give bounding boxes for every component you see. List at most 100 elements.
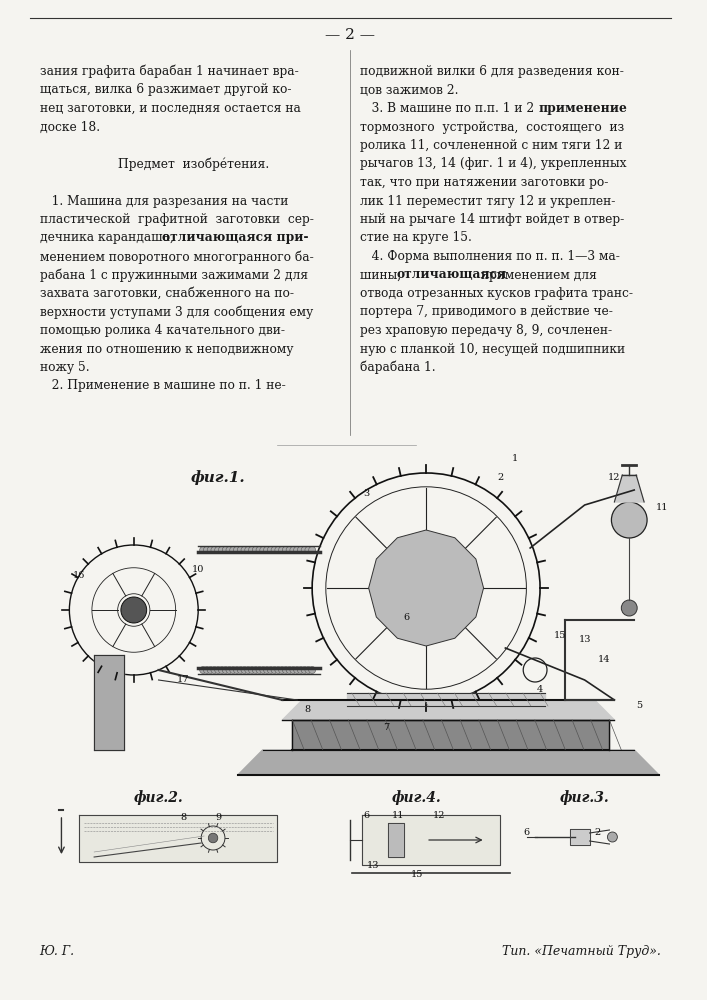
Text: Тип. «Печатный Труд».: Тип. «Печатный Труд». [502, 945, 661, 958]
Polygon shape [570, 829, 590, 845]
Circle shape [207, 546, 214, 554]
Circle shape [207, 666, 214, 674]
Text: портера 7, приводимого в действие че-: портера 7, приводимого в действие че- [360, 306, 612, 318]
Text: отвода отрезанных кусков графита транс-: отвода отрезанных кусков графита транс- [360, 287, 633, 300]
Circle shape [211, 546, 218, 554]
Circle shape [411, 634, 416, 639]
Circle shape [459, 621, 464, 626]
Text: 6: 6 [363, 811, 370, 820]
Text: пластической  графитной  заготовки  сер-: пластической графитной заготовки сер- [40, 213, 313, 226]
Text: 3: 3 [363, 488, 370, 497]
Circle shape [233, 546, 240, 554]
Circle shape [218, 546, 226, 554]
Text: цов зажимов 2.: цов зажимов 2. [360, 84, 458, 97]
Text: нец заготовки, и последняя остается на: нец заготовки, и последняя остается на [40, 102, 300, 115]
Circle shape [230, 666, 237, 674]
Text: 7: 7 [383, 722, 390, 732]
Circle shape [238, 666, 244, 674]
Text: 2. Применение в машине по п. 1 не-: 2. Применение в машине по п. 1 не- [40, 379, 286, 392]
Text: отличающаяся: отличающаяся [397, 268, 507, 282]
Circle shape [252, 546, 259, 554]
Text: подвижной вилки 6 для разведения кон-: подвижной вилки 6 для разведения кон- [360, 65, 624, 78]
Circle shape [222, 546, 229, 554]
Text: 11: 11 [392, 811, 404, 820]
Circle shape [459, 550, 464, 555]
Polygon shape [94, 655, 124, 750]
Circle shape [264, 546, 271, 554]
Circle shape [282, 546, 289, 554]
Text: 13: 13 [367, 861, 379, 870]
Circle shape [436, 634, 441, 639]
Circle shape [215, 546, 222, 554]
Circle shape [412, 574, 440, 602]
Text: 13: 13 [578, 636, 591, 645]
Circle shape [259, 546, 267, 554]
Text: 15: 15 [554, 631, 566, 640]
Text: 14: 14 [598, 656, 611, 664]
Text: тормозного  устройства,  состоящего  из: тормозного устройства, состоящего из [360, 120, 624, 133]
Text: рез храповую передачу 8, 9, сочленен-: рез храповую передачу 8, 9, сочленен- [360, 324, 612, 337]
Text: Предмет  изобрéтения.: Предмет изобрéтения. [117, 157, 269, 171]
Text: шины,: шины, [360, 268, 404, 282]
Circle shape [204, 666, 211, 674]
Circle shape [621, 600, 637, 616]
Text: — 2 —: — 2 — [325, 28, 375, 42]
Circle shape [245, 546, 252, 554]
Text: лик 11 переместит тягу 12 и укреплен-: лик 11 переместит тягу 12 и укреплен- [360, 194, 615, 208]
Circle shape [389, 550, 394, 555]
Text: так, что при натяжении заготовки ро-: так, что при натяжении заготовки ро- [360, 176, 608, 189]
Text: Ю. Г.: Ю. Г. [40, 945, 75, 958]
Circle shape [271, 546, 278, 554]
Circle shape [293, 546, 300, 554]
Text: применением для: применением для [477, 268, 597, 282]
Text: 1. Машина для разрезания на части: 1. Машина для разрезания на части [40, 194, 288, 208]
Text: фиг.3.: фиг.3. [560, 790, 609, 805]
Text: 8: 8 [180, 813, 187, 822]
Circle shape [218, 666, 226, 674]
Text: 1: 1 [512, 454, 518, 463]
Circle shape [305, 546, 312, 554]
Circle shape [271, 666, 278, 674]
Polygon shape [292, 720, 609, 750]
Circle shape [256, 666, 263, 674]
Text: 15: 15 [411, 870, 423, 879]
Circle shape [286, 546, 293, 554]
Circle shape [389, 621, 394, 626]
Text: фиг.2.: фиг.2. [134, 790, 183, 805]
Circle shape [241, 546, 248, 554]
Circle shape [259, 666, 267, 674]
Circle shape [238, 546, 244, 554]
Text: 12: 12 [608, 473, 621, 482]
Text: 12: 12 [433, 811, 445, 820]
Circle shape [411, 537, 416, 542]
Text: ножу 5.: ножу 5. [40, 361, 89, 374]
Polygon shape [79, 815, 277, 862]
Circle shape [301, 666, 308, 674]
Text: фиг.1.: фиг.1. [191, 470, 245, 485]
Circle shape [199, 666, 206, 674]
Circle shape [290, 546, 297, 554]
Circle shape [290, 666, 297, 674]
Circle shape [309, 546, 315, 554]
Text: верхности уступами 3 для сообщения ему: верхности уступами 3 для сообщения ему [40, 306, 313, 319]
Circle shape [222, 666, 229, 674]
Text: отличающаяся при-: отличающаяся при- [161, 232, 308, 244]
Circle shape [211, 666, 218, 674]
Text: применение: применение [538, 102, 627, 115]
Polygon shape [347, 693, 545, 706]
Text: 8: 8 [304, 706, 310, 714]
Circle shape [436, 537, 441, 542]
Polygon shape [282, 700, 614, 720]
Polygon shape [614, 475, 644, 502]
Text: 2: 2 [497, 474, 503, 483]
Circle shape [249, 666, 255, 674]
Text: 4: 4 [537, 685, 543, 694]
Circle shape [215, 666, 222, 674]
Circle shape [282, 666, 289, 674]
Text: 4. Форма выполнения по п. п. 1—3 ма-: 4. Форма выполнения по п. п. 1—3 ма- [360, 250, 619, 263]
Circle shape [241, 666, 248, 674]
Circle shape [252, 666, 259, 674]
Circle shape [309, 666, 315, 674]
Text: ролика 11, сочлененной с ним тяги 12 и: ролика 11, сочлененной с ним тяги 12 и [360, 139, 622, 152]
Circle shape [233, 666, 240, 674]
